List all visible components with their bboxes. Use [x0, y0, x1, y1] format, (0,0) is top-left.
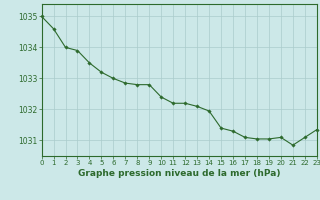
X-axis label: Graphe pression niveau de la mer (hPa): Graphe pression niveau de la mer (hPa) — [78, 169, 280, 178]
